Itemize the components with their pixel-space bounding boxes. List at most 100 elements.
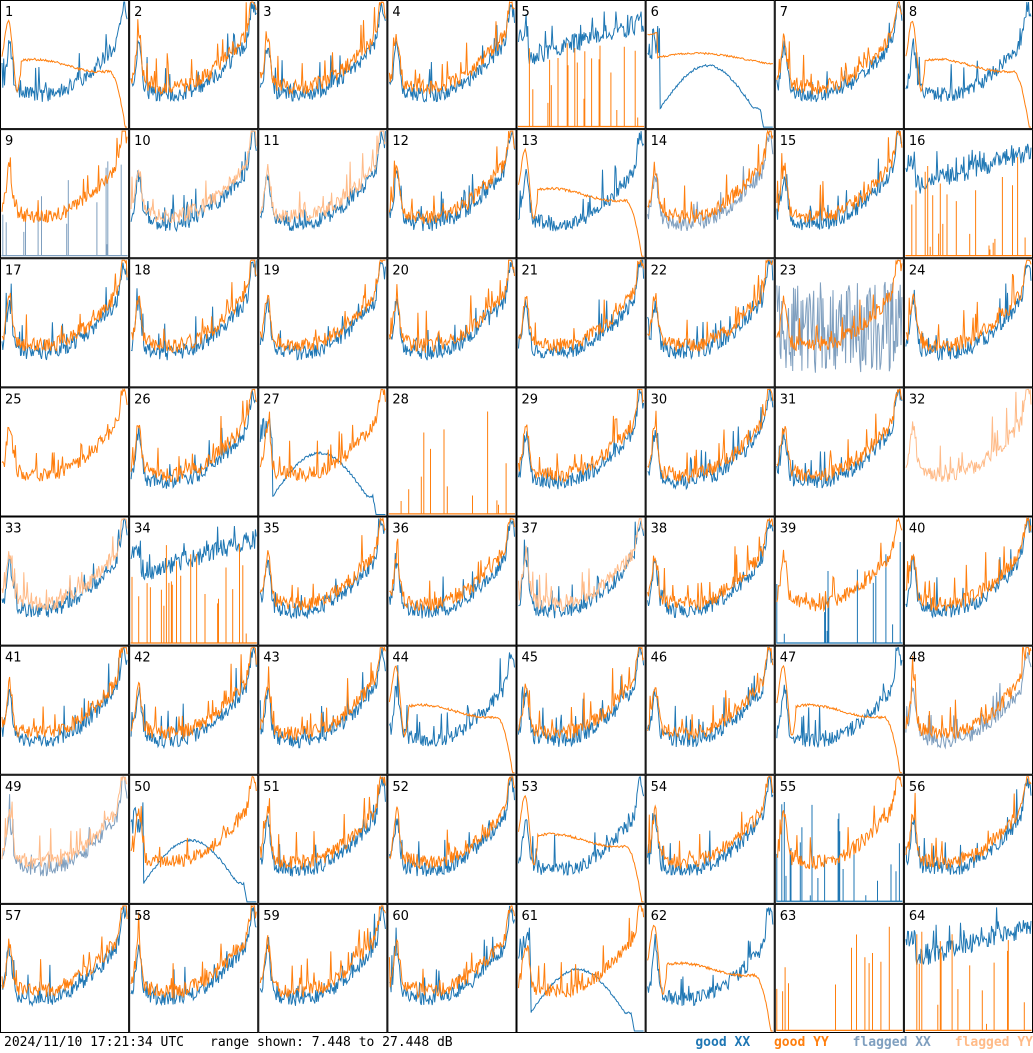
panel-frame (774, 258, 904, 388)
trace-xx (259, 905, 386, 1006)
trace-yy (905, 776, 1032, 870)
panel-12: 12 (387, 129, 517, 259)
panel-label: 54 (651, 780, 668, 795)
trace-yy (1, 130, 128, 224)
panel-label: 38 (651, 522, 668, 537)
trace-xx (776, 647, 903, 748)
panel-10: 10 (129, 129, 259, 259)
panel-frame (0, 387, 130, 517)
trace-yy (518, 794, 644, 903)
panel-label: 36 (392, 522, 409, 537)
trace-xx (1, 518, 128, 618)
panel-frame (258, 129, 388, 259)
panel-frame (774, 387, 904, 517)
panel-label: 21 (522, 263, 539, 278)
trace-xx (647, 260, 774, 360)
trace-yy (259, 645, 386, 741)
panel-frame (903, 0, 1033, 130)
panel-46: 46 (645, 645, 775, 775)
panel-label: 2 (134, 5, 142, 20)
trace-yy (647, 517, 774, 611)
panel-label: 64 (909, 909, 926, 924)
trace-yy (776, 130, 903, 223)
trace-xx (388, 130, 515, 232)
trace-yy (518, 43, 645, 128)
panel-label: 37 (522, 522, 539, 537)
panel-label: 60 (392, 909, 409, 924)
panel-frame (258, 258, 388, 388)
panel-13: 13 (516, 129, 646, 259)
panel-label: 51 (263, 780, 280, 795)
panel-37: 37 (516, 516, 646, 646)
panel-label: 17 (5, 263, 22, 278)
timestamp: 2024/11/10 17:21:34 UTC (4, 1035, 185, 1050)
panel-label: 63 (780, 909, 797, 924)
trace-yy (1, 19, 128, 128)
panel-52: 52 (387, 774, 517, 904)
trace-xx (905, 264, 1032, 362)
trace-yy (518, 388, 645, 484)
panel-frame (129, 645, 259, 775)
panel-frame (129, 258, 259, 388)
panel-label: 45 (522, 651, 539, 666)
panel-frame (516, 645, 646, 775)
trace-yy (518, 646, 645, 740)
panel-frame (129, 387, 259, 517)
legend-flagged-yy: flagged YY (954, 1035, 1033, 1050)
trace-yy (259, 905, 386, 999)
panel-30: 30 (645, 387, 775, 517)
trace-yy (259, 516, 386, 611)
panel-frame (774, 129, 904, 259)
trace-xx (905, 518, 1032, 619)
panel-64: 64 (903, 903, 1033, 1033)
panel-label: 25 (5, 392, 22, 407)
panel-7: 7 (774, 0, 904, 130)
trace-xx (776, 802, 903, 902)
trace-yy (259, 259, 386, 352)
panel-label: 33 (5, 522, 22, 537)
panel-label: 31 (780, 392, 797, 407)
trace-yy (130, 130, 257, 224)
panel-frame (0, 129, 130, 259)
trace-yy (776, 776, 903, 870)
panel-9: 9 (0, 129, 130, 259)
panel-56: 56 (903, 774, 1033, 904)
trace-xx (905, 907, 1032, 965)
trace-yy (905, 388, 1032, 482)
trace-yy (389, 517, 515, 612)
panel-45: 45 (516, 645, 646, 775)
trace-yy (647, 645, 774, 740)
panel-18: 18 (129, 258, 259, 388)
panel-2: 2 (129, 0, 259, 130)
panel-40: 40 (903, 516, 1033, 646)
trace-xx (647, 775, 774, 876)
range-label: range shown: 7.448 to 27.448 dB (210, 1035, 453, 1050)
panel-61: 61 (516, 903, 646, 1033)
trace-yy (647, 129, 774, 224)
trace-xx (776, 542, 903, 644)
panel-16: 16 (903, 129, 1033, 259)
panel-frame (387, 258, 517, 388)
panel-label: 42 (134, 651, 151, 666)
panel-label: 4 (392, 5, 400, 20)
panel-62: 62 (645, 903, 775, 1033)
trace-xx (388, 652, 515, 747)
trace-yy (1, 259, 128, 352)
trace-xx (776, 281, 903, 373)
panel-label: 41 (5, 651, 22, 666)
trace-yy (388, 411, 515, 515)
trace-yy (905, 516, 1032, 612)
panel-label: 28 (392, 392, 409, 407)
panel-4: 4 (387, 0, 517, 130)
panel-3: 3 (258, 0, 388, 130)
panel-39: 39 (774, 516, 904, 646)
trace-yy (388, 1, 515, 95)
panel-31: 31 (774, 387, 904, 517)
trace-yy (130, 904, 257, 999)
panel-54: 54 (645, 774, 775, 904)
panel-22: 22 (645, 258, 775, 388)
panel-label: 44 (392, 651, 409, 666)
trace-yy (518, 517, 645, 612)
panel-label: 9 (5, 134, 13, 149)
panel-57: 57 (0, 903, 130, 1033)
